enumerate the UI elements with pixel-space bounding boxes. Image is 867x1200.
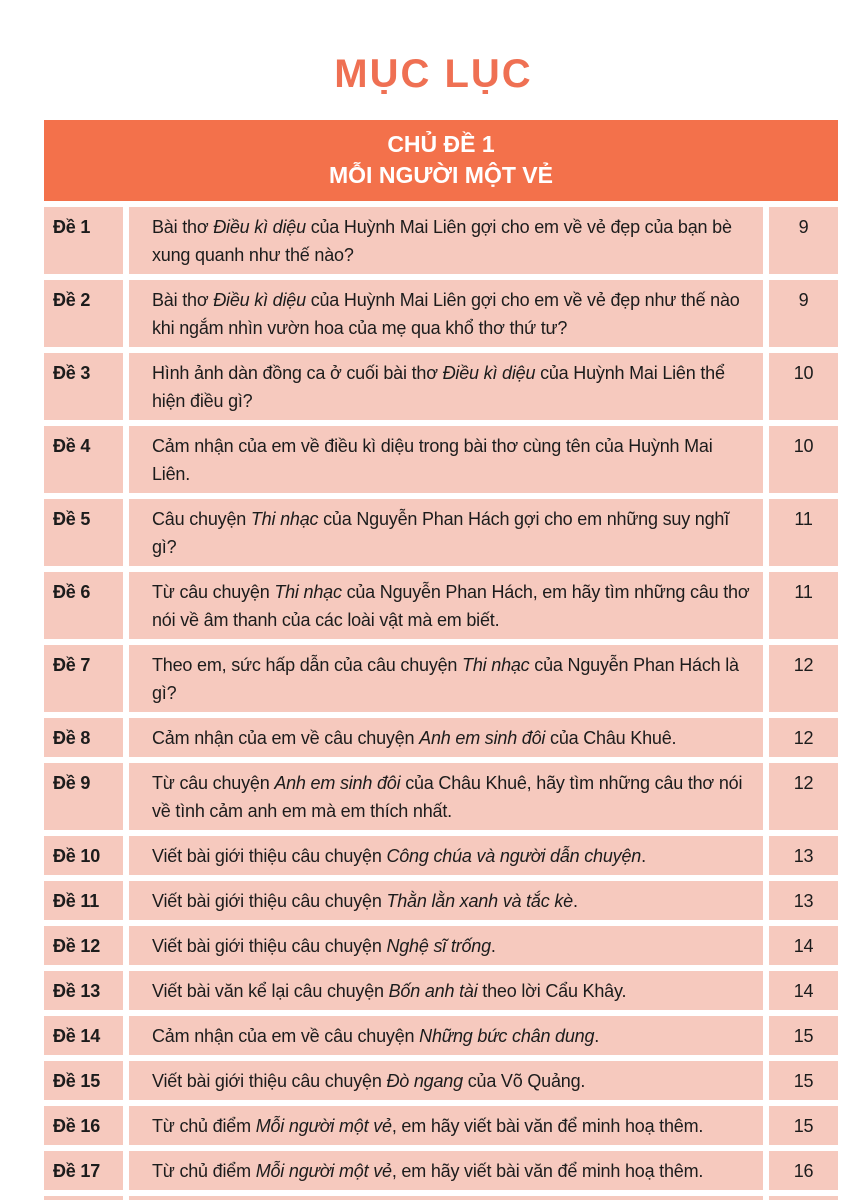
row-question: Từ câu chuyện Thi nhạc của Nguyễn Phan H…: [129, 572, 763, 639]
row-label: Đề 18: [44, 1196, 123, 1200]
row-page-number: 12: [769, 645, 838, 712]
row-page-number: 10: [769, 353, 838, 420]
row-question: Từ chủ điểm Mỗi người một vẻ, em hãy viế…: [129, 1151, 763, 1190]
row-page-number: 15: [769, 1106, 838, 1145]
row-question: Bài thơ Điều kì diệu của Huỳnh Mai Liên …: [129, 280, 763, 347]
row-label: Đề 15: [44, 1061, 123, 1100]
row-question: Theo em, sức hấp dẫn của câu chuyện Thi …: [129, 645, 763, 712]
row-page-number: 9: [769, 207, 838, 274]
row-page-number: 17: [769, 1196, 838, 1200]
row-page-number: 13: [769, 881, 838, 920]
row-question: Cảm nhận của em về câu chuyện Anh em sin…: [129, 718, 763, 757]
row-label: Đề 13: [44, 971, 123, 1010]
toc-table: CHỦ ĐỀ 1 MỖI NGƯỜI MỘT VẺ Đề 1 Bài thơ Đi…: [44, 120, 838, 1200]
row-page-number: 11: [769, 572, 838, 639]
row-label: Đề 4: [44, 426, 123, 493]
row-label: Đề 17: [44, 1151, 123, 1190]
row-question: Từ câu chuyện Anh em sinh đôi của Châu K…: [129, 763, 763, 830]
row-question: Cảm nhận của em về điều kì diệu trong bà…: [129, 426, 763, 493]
row-question: Viết bài giới thiệu câu chuyện Nghệ sĩ t…: [129, 926, 763, 965]
row-label: Đề 16: [44, 1106, 123, 1145]
row-question: Từ chủ điểm Mỗi người một vẻ, em hãy viế…: [129, 1196, 763, 1200]
row-page-number: 12: [769, 718, 838, 757]
row-page-number: 14: [769, 926, 838, 965]
row-page-number: 13: [769, 836, 838, 875]
row-label: Đề 8: [44, 718, 123, 757]
row-page-number: 12: [769, 763, 838, 830]
row-question: Viết bài giới thiệu câu chuyện Thằn lằn …: [129, 881, 763, 920]
row-label: Đề 12: [44, 926, 123, 965]
row-label: Đề 6: [44, 572, 123, 639]
row-label: Đề 3: [44, 353, 123, 420]
chapter-title: MỖI NGƯỜI MỘT VẺ: [329, 162, 553, 188]
row-question: Viết bài giới thiệu câu chuyện Đò ngang …: [129, 1061, 763, 1100]
row-question: Viết bài văn kể lại câu chuyện Bốn anh t…: [129, 971, 763, 1010]
row-page-number: 11: [769, 499, 838, 566]
row-label: Đề 10: [44, 836, 123, 875]
row-page-number: 15: [769, 1061, 838, 1100]
row-page-number: 16: [769, 1151, 838, 1190]
row-label: Đề 14: [44, 1016, 123, 1055]
row-question: Câu chuyện Thi nhạc của Nguyễn Phan Hách…: [129, 499, 763, 566]
chapter-header: CHỦ ĐỀ 1 MỖI NGƯỜI MỘT VẺ: [44, 120, 838, 201]
row-question: Hình ảnh dàn đồng ca ở cuối bài thơ Điều…: [129, 353, 763, 420]
row-label: Đề 9: [44, 763, 123, 830]
row-label: Đề 2: [44, 280, 123, 347]
row-label: Đề 5: [44, 499, 123, 566]
row-page-number: 14: [769, 971, 838, 1010]
row-page-number: 10: [769, 426, 838, 493]
row-page-number: 9: [769, 280, 838, 347]
row-question: Cảm nhận của em về câu chuyện Những bức …: [129, 1016, 763, 1055]
row-question: Viết bài giới thiệu câu chuyện Công chúa…: [129, 836, 763, 875]
row-label: Đề 7: [44, 645, 123, 712]
row-page-number: 15: [769, 1016, 838, 1055]
chapter-number: CHỦ ĐỀ 1: [387, 131, 495, 157]
page-title: MỤC LỤC: [334, 52, 533, 96]
row-question: Bài thơ Điều kì diệu của Huỳnh Mai Liên …: [129, 207, 763, 274]
row-label: Đề 11: [44, 881, 123, 920]
row-question: Từ chủ điểm Mỗi người một vẻ, em hãy viế…: [129, 1106, 763, 1145]
row-label: Đề 1: [44, 207, 123, 274]
